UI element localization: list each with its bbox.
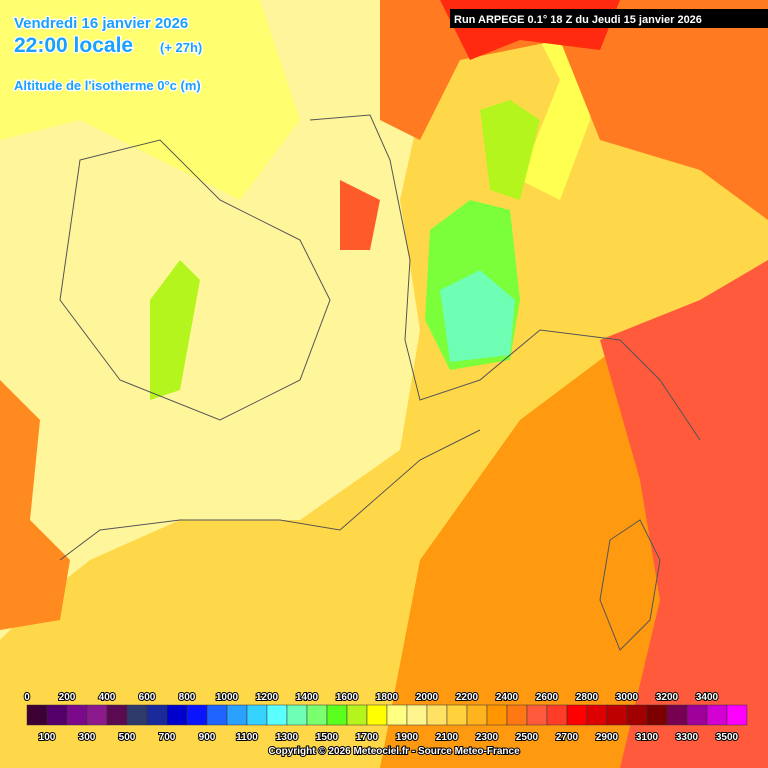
legend-swatch (506, 704, 528, 726)
legend-swatch (626, 704, 648, 726)
legend-swatch (606, 704, 628, 726)
legend-label: 200 (59, 692, 76, 703)
legend-swatch (446, 704, 468, 726)
legend-label: 1100 (236, 732, 258, 743)
zone-red (600, 260, 768, 768)
legend-swatch (46, 704, 68, 726)
legend-swatch (666, 704, 688, 726)
legend-label: 800 (179, 692, 196, 703)
legend-label: 2700 (556, 732, 579, 743)
legend-swatch (386, 704, 408, 726)
legend-swatch (206, 704, 228, 726)
zone-yellow (0, 0, 300, 200)
legend-swatch (646, 704, 668, 726)
legend-swatch (66, 704, 88, 726)
legend-swatch (346, 704, 368, 726)
legend-label: 2500 (516, 732, 539, 743)
run: Run ARPEGE 0.1° 18 Z du Jeudi 15 janvier… (454, 14, 702, 26)
zone-light (0, 0, 420, 640)
legend-label: 900 (199, 732, 216, 743)
legend-label: 1900 (396, 732, 419, 743)
legend-swatch (126, 704, 148, 726)
legend-label: 1800 (376, 692, 399, 703)
legend-label: 1300 (276, 732, 299, 743)
legend-label: 1200 (256, 692, 279, 703)
legend-swatch (286, 704, 308, 726)
legend-swatch (486, 704, 508, 726)
legend-swatch (186, 704, 208, 726)
legend-swatch (146, 704, 168, 726)
zone-orange (0, 380, 70, 630)
legend-label: 2200 (456, 692, 479, 703)
legend-label: 2000 (416, 692, 439, 703)
legend-label: 1500 (316, 732, 339, 743)
legend-label: 3500 (716, 732, 739, 743)
date: Vendredi 16 janvier 2026 (14, 15, 188, 32)
zone-red (340, 180, 380, 250)
legend-swatch (686, 704, 708, 726)
legend-swatch (726, 704, 748, 726)
legend-label: 100 (39, 732, 56, 743)
legend-label: 500 (119, 732, 136, 743)
legend-swatch (566, 704, 588, 726)
regions (59, 139, 331, 421)
legend-label: 3000 (616, 692, 639, 703)
legend-label: 3300 (676, 732, 699, 743)
lead: (+ 27h) (160, 40, 202, 55)
zone-lime (480, 100, 540, 200)
legend-swatch (326, 704, 348, 726)
legend-swatch (306, 704, 328, 726)
border (309, 114, 701, 441)
zone-cyan (440, 270, 515, 362)
legend-swatch (586, 704, 608, 726)
legend-swatch (706, 704, 728, 726)
legend-swatch (406, 704, 428, 726)
legend-label: 1600 (336, 692, 359, 703)
legend-label: 2800 (576, 692, 599, 703)
legend-swatch (426, 704, 448, 726)
legend-swatch (246, 704, 268, 726)
legend-label: 300 (79, 732, 96, 743)
legend-label: 2300 (476, 732, 499, 743)
legend-swatch (226, 704, 248, 726)
island (599, 519, 661, 651)
legend-label: 600 (139, 692, 156, 703)
legend-label: 1700 (356, 732, 379, 743)
legend-label: 2600 (536, 692, 559, 703)
legend-label: 2100 (436, 732, 459, 743)
legend-label: 1000 (216, 692, 239, 703)
legend-swatch (86, 704, 108, 726)
legend-label: 3100 (636, 732, 659, 743)
legend-swatch (366, 704, 388, 726)
legend-swatch (106, 704, 128, 726)
zone-lime (150, 260, 200, 400)
legend-label: 3400 (696, 692, 719, 703)
legend-swatch (166, 704, 188, 726)
legend-label: 400 (99, 692, 116, 703)
legend-swatch (546, 704, 568, 726)
copyright: Copyright © 2026 Meteociel.fr - Source M… (268, 746, 520, 757)
legend-swatch (26, 704, 48, 726)
run-box (450, 9, 768, 28)
parameter: Altitude de l'isotherme 0°c (m) (14, 78, 201, 93)
coast (59, 429, 481, 561)
legend: 0 200 400 600 800 1000 1200 1400 1600 1800 2000 220… (23, 691, 748, 744)
legend-label: 2900 (596, 732, 619, 743)
legend-label: 0 (24, 692, 30, 703)
legend-label: 1400 (296, 692, 319, 703)
legend-label: 2400 (496, 692, 519, 703)
legend-swatch (266, 704, 288, 726)
legend-swatch (526, 704, 548, 726)
legend-label: 3200 (656, 692, 679, 703)
legend-swatch (466, 704, 488, 726)
time: 22:00 locale (14, 34, 133, 57)
legend-label: 700 (159, 732, 176, 743)
